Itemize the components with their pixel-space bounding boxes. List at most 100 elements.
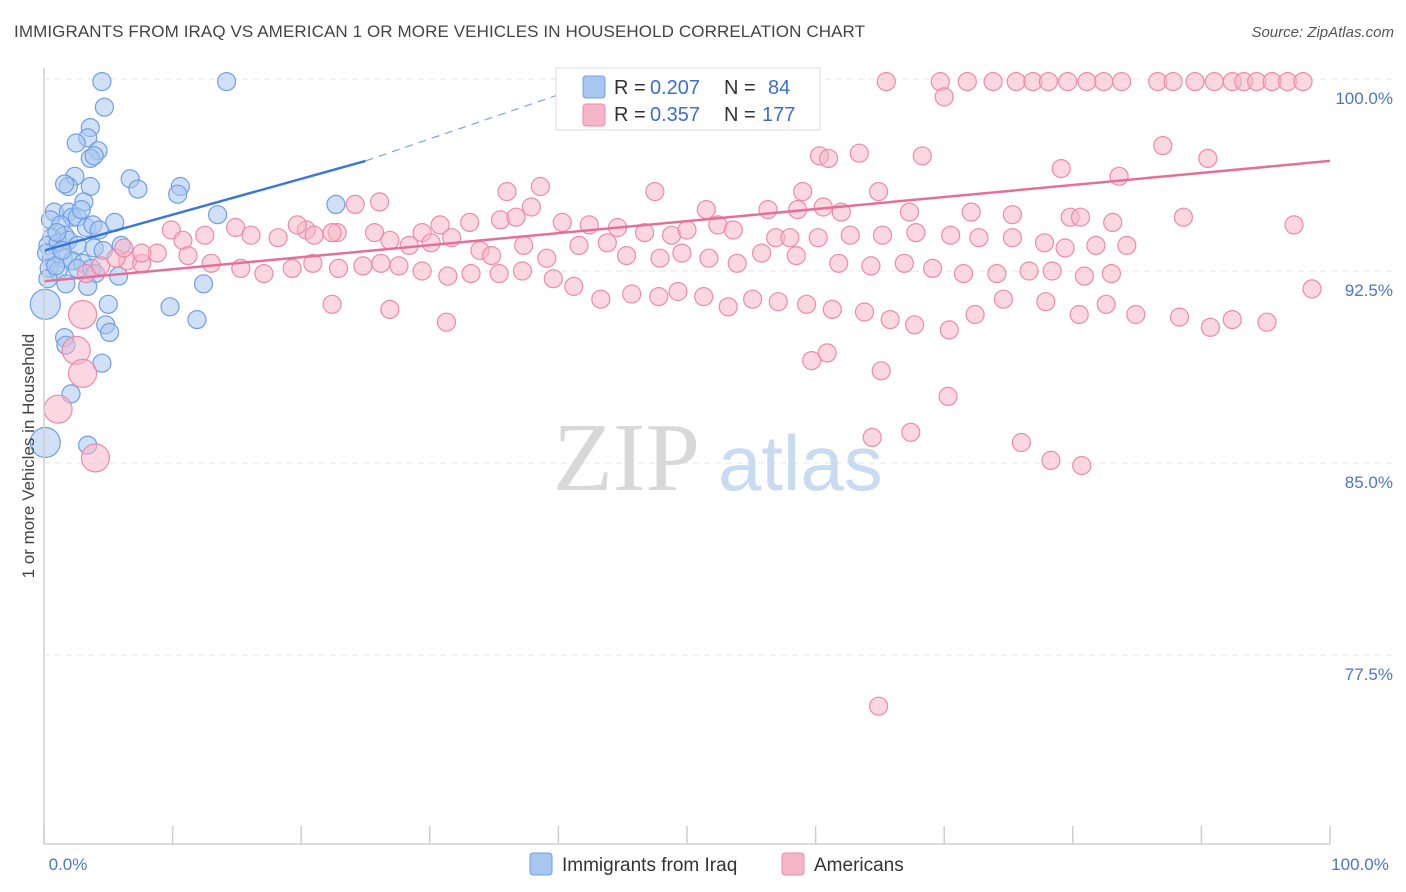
point-americans — [132, 243, 152, 263]
point-americans — [901, 422, 921, 442]
trend-line-iraq — [43, 159, 366, 252]
point-americans — [1101, 264, 1122, 284]
legend-swatch-iraq — [582, 75, 606, 99]
point-americans — [1293, 71, 1313, 92]
point-americans — [1109, 166, 1129, 186]
point-americans — [1204, 71, 1224, 92]
point-iraq — [94, 97, 115, 117]
y-tick-label: 85.0% — [1345, 473, 1393, 492]
point-americans — [1041, 450, 1061, 470]
point-americans — [817, 343, 837, 363]
point-americans — [461, 264, 481, 284]
point-iraq — [193, 274, 214, 294]
point-americans — [922, 258, 943, 278]
point-americans — [912, 146, 932, 166]
point-americans — [786, 246, 806, 266]
point-americans — [328, 258, 349, 278]
point-americans — [254, 264, 274, 284]
point-americans — [718, 297, 738, 317]
point-americans — [872, 225, 893, 245]
point-iraq — [217, 71, 237, 92]
point-americans — [1163, 71, 1183, 92]
point-americans — [412, 261, 432, 281]
point-americans — [699, 248, 719, 268]
point-americans — [780, 228, 800, 248]
series-legend-swatch-americans — [781, 852, 805, 876]
point-americans — [818, 148, 839, 168]
point-americans — [460, 212, 480, 232]
point-americans — [389, 256, 409, 276]
point-americans — [940, 225, 961, 245]
point-americans — [904, 315, 925, 335]
y-tick-label: 100.0% — [1335, 89, 1393, 108]
watermark-atlas: atlas — [718, 419, 883, 507]
x-axis-ticks — [43, 826, 1331, 844]
point-americans — [987, 264, 1007, 284]
point-americans — [768, 292, 788, 312]
point-americans — [1036, 292, 1056, 312]
point-americans — [645, 182, 665, 202]
point-iraq — [326, 194, 346, 214]
point-americans — [965, 304, 985, 325]
point-iraq — [98, 294, 118, 314]
point-americans — [530, 176, 551, 197]
point-americans — [677, 220, 697, 240]
point-americans — [1094, 71, 1114, 92]
point-americans — [993, 289, 1014, 309]
point-americans — [727, 253, 747, 273]
point-americans — [840, 225, 860, 245]
point-americans — [364, 223, 385, 243]
point-americans — [241, 225, 261, 245]
x-tick-label-min: 0.0% — [49, 855, 88, 874]
point-americans — [380, 299, 400, 319]
legend-r-label-1: R = — [614, 77, 646, 99]
point-americans — [1038, 71, 1059, 92]
point-americans — [1070, 207, 1091, 227]
point-americans — [67, 299, 98, 330]
legend-swatch-americans — [582, 103, 606, 127]
point-americans — [696, 200, 716, 220]
point-americans — [1200, 317, 1221, 337]
point-iraq — [99, 322, 120, 342]
point-americans — [1058, 71, 1078, 92]
y-tick-label: 92.5% — [1345, 281, 1393, 300]
point-americans — [1198, 148, 1218, 168]
point-iraq — [92, 71, 112, 92]
point-americans — [1284, 215, 1304, 235]
point-americans — [694, 287, 714, 307]
point-americans — [957, 71, 977, 92]
grid-lines — [44, 78, 1396, 656]
point-americans — [1086, 235, 1106, 255]
point-iraq — [71, 200, 91, 220]
point-americans — [543, 269, 563, 289]
point-americans — [649, 287, 669, 307]
trend-line-americans — [43, 159, 1331, 283]
point-americans — [969, 228, 989, 248]
point-americans — [282, 258, 302, 278]
point-americans — [934, 87, 954, 107]
watermark-zip: ZIP — [553, 404, 700, 512]
point-americans — [1069, 304, 1089, 325]
point-americans — [953, 264, 974, 284]
chart-source: Source: ZipAtlas.com — [1251, 24, 1394, 41]
point-americans — [1002, 228, 1023, 248]
y-tick-label: 77.5% — [1345, 665, 1393, 684]
point-americans — [876, 71, 896, 92]
point-americans — [808, 228, 828, 248]
point-americans — [322, 294, 342, 314]
point-americans — [591, 289, 611, 309]
point-americans — [80, 443, 111, 473]
point-americans — [1126, 304, 1146, 325]
point-americans — [506, 207, 526, 227]
legend-n-value-1: 84 — [768, 77, 790, 99]
point-americans — [894, 253, 914, 273]
point-americans — [497, 182, 517, 202]
point-americans — [862, 427, 882, 447]
point-americans — [1072, 456, 1092, 476]
point-americans — [1034, 233, 1055, 253]
point-americans — [861, 256, 881, 276]
point-americans — [906, 223, 926, 243]
point-americans — [380, 230, 400, 250]
point-americans — [564, 276, 584, 296]
point-americans — [287, 215, 307, 235]
